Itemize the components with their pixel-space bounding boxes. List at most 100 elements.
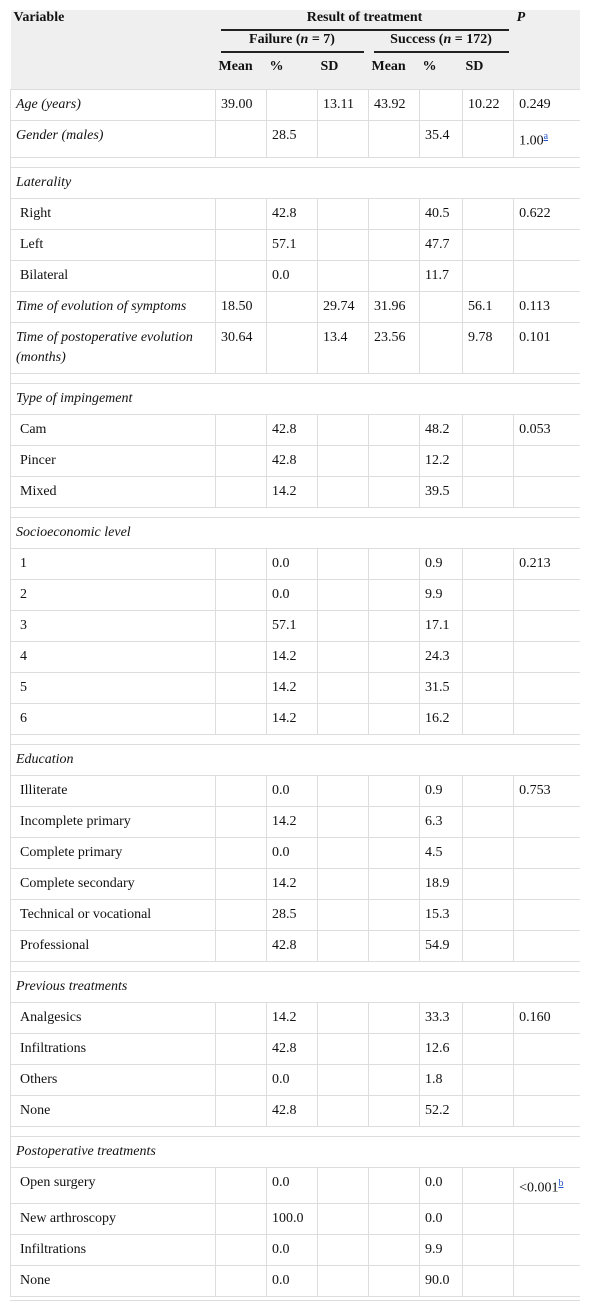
spacer-cell <box>10 960 580 972</box>
value-cell: 18.9 <box>419 867 463 900</box>
empty-cell <box>461 805 515 838</box>
empty-cell <box>317 898 369 931</box>
table-row: Type of impingement <box>10 382 580 415</box>
empty-cell <box>368 1094 420 1127</box>
empty-cell <box>368 547 420 580</box>
empty-cell <box>317 609 369 642</box>
value-cell: 39.5 <box>419 475 463 508</box>
table-row: Socioeconomic level <box>10 516 580 549</box>
empty-cell <box>368 640 420 673</box>
value-cell: 35.4 <box>419 120 463 158</box>
value-cell: 42.8 <box>266 413 318 446</box>
empty-cell <box>513 444 580 477</box>
table-row: Education <box>10 743 580 776</box>
row-label: Complete primary <box>10 836 216 869</box>
value-cell: 0.0 <box>266 774 318 807</box>
value-cell: 1.8 <box>419 1063 463 1096</box>
row-label: Infiltrations <box>10 1234 216 1267</box>
table-row: Right 42.8 40.5 0.622 <box>10 197 580 230</box>
group-name: Failure <box>249 32 293 47</box>
footnote-link[interactable]: b <box>558 1177 564 1189</box>
empty-cell <box>317 774 369 807</box>
row-label: None <box>10 1094 216 1127</box>
row-label: Incomplete primary <box>10 805 216 838</box>
section-label: Type of impingement <box>10 382 580 415</box>
empty-cell <box>513 475 580 508</box>
empty-cell <box>317 578 369 611</box>
empty-cell <box>513 1265 580 1298</box>
value-cell: 0.0 <box>266 1265 318 1298</box>
value-cell: 12.6 <box>419 1032 463 1065</box>
value-cell: 0.113 <box>513 290 580 323</box>
empty-cell <box>368 1063 420 1096</box>
section-label: Socioeconomic level <box>10 516 580 549</box>
empty-cell <box>215 547 267 580</box>
footnote-link[interactable]: a <box>543 131 549 142</box>
empty-cell <box>368 867 420 900</box>
empty-cell <box>368 774 420 807</box>
row-label: 4 <box>10 640 216 673</box>
empty-cell <box>461 197 515 230</box>
empty-cell <box>317 197 369 230</box>
row-label: 3 <box>10 609 216 642</box>
empty-cell <box>461 671 515 704</box>
row-label: Time of postoperative evolution (months) <box>10 321 216 374</box>
empty-cell <box>317 1166 369 1205</box>
value-cell: 15.3 <box>419 898 463 931</box>
value-cell: 0.101 <box>513 321 580 374</box>
value-cell: 0.0 <box>266 836 318 869</box>
section-label: Previous treatments <box>10 970 580 1003</box>
empty-cell <box>513 1063 580 1096</box>
empty-cell <box>317 475 369 508</box>
empty-cell <box>215 1166 267 1205</box>
empty-cell <box>368 1203 420 1236</box>
value-cell: 42.8 <box>266 444 318 477</box>
value-cell: 30.64 <box>215 321 267 374</box>
group-header: Success (n = 172) <box>368 32 514 59</box>
table-row: Open surgery 0.0 0.0 <0.001b <box>10 1166 580 1205</box>
value-cell: 13.4 <box>317 321 369 374</box>
table-row: 4 14.2 24.3 <box>10 640 580 673</box>
table-body: Age (years) 39.00 13.11 43.92 10.22 0.249 Gend… <box>10 89 580 1298</box>
table-row: None 0.0 90.0 <box>10 1265 580 1298</box>
value-cell: 0.622 <box>513 197 580 230</box>
empty-cell <box>368 413 420 446</box>
empty-cell <box>513 929 580 962</box>
row-label: Complete secondary <box>10 867 216 900</box>
empty-cell <box>215 413 267 446</box>
row-label: Others <box>10 1063 216 1096</box>
empty-cell <box>461 120 515 158</box>
empty-cell <box>368 1001 420 1034</box>
value-cell: 14.2 <box>266 640 318 673</box>
value-cell: 1.00a <box>513 120 580 158</box>
row-label: None <box>10 1265 216 1298</box>
empty-cell <box>317 702 369 735</box>
table-row: Infiltrations 42.8 12.6 <box>10 1032 580 1065</box>
row-label: Professional <box>10 929 216 962</box>
empty-cell <box>513 805 580 838</box>
empty-cell <box>461 836 515 869</box>
value-cell: 0.9 <box>419 774 463 807</box>
empty-cell <box>215 197 267 230</box>
value-cell: 6.3 <box>419 805 463 838</box>
empty-cell <box>461 578 515 611</box>
empty-cell <box>215 259 267 292</box>
empty-cell <box>266 290 318 323</box>
empty-cell <box>461 867 515 900</box>
value-cell: 4.5 <box>419 836 463 869</box>
spacer-cell <box>10 372 580 384</box>
empty-cell <box>215 609 267 642</box>
value-cell: 17.1 <box>419 609 463 642</box>
value-cell: 42.8 <box>266 197 318 230</box>
empty-cell <box>317 1032 369 1065</box>
empty-cell <box>461 898 515 931</box>
spacer-row <box>10 156 580 168</box>
empty-cell <box>368 259 420 292</box>
value-cell: 0.0 <box>266 547 318 580</box>
empty-cell <box>513 578 580 611</box>
empty-cell <box>215 805 267 838</box>
empty-cell <box>317 671 369 704</box>
value-cell: 28.5 <box>266 120 318 158</box>
section-label: Postoperative treatments <box>10 1135 580 1168</box>
empty-cell <box>368 1166 420 1205</box>
